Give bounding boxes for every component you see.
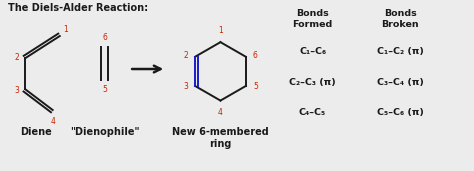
Text: 3: 3 — [15, 86, 19, 95]
Text: "Dienophile": "Dienophile" — [70, 127, 139, 137]
Text: 2: 2 — [15, 53, 19, 62]
Text: C₅–C₆ (π): C₅–C₆ (π) — [377, 108, 423, 117]
Text: 6: 6 — [102, 33, 107, 42]
Text: Diene: Diene — [20, 127, 52, 137]
Text: 3: 3 — [183, 82, 188, 91]
Text: C₃–C₄ (π): C₃–C₄ (π) — [377, 78, 423, 87]
Text: Bonds
Broken: Bonds Broken — [381, 9, 419, 29]
Text: 5: 5 — [102, 84, 107, 94]
Text: 4: 4 — [218, 108, 223, 117]
Text: Bonds
Formed: Bonds Formed — [292, 9, 333, 29]
Text: C₂–C₃ (π): C₂–C₃ (π) — [289, 78, 336, 87]
Text: 4: 4 — [50, 117, 55, 126]
Text: C₄–C₅: C₄–C₅ — [299, 108, 326, 117]
Text: C₁–C₂ (π): C₁–C₂ (π) — [377, 47, 423, 56]
Text: 6: 6 — [253, 51, 258, 60]
Text: New 6-membered
ring: New 6-membered ring — [172, 127, 269, 149]
Text: 1: 1 — [63, 25, 68, 34]
Text: 2: 2 — [183, 51, 188, 60]
Text: 5: 5 — [253, 82, 258, 91]
Text: The Diels-Alder Reaction:: The Diels-Alder Reaction: — [8, 3, 148, 13]
Text: C₁–C₆: C₁–C₆ — [299, 47, 326, 56]
Text: 1: 1 — [218, 26, 223, 35]
